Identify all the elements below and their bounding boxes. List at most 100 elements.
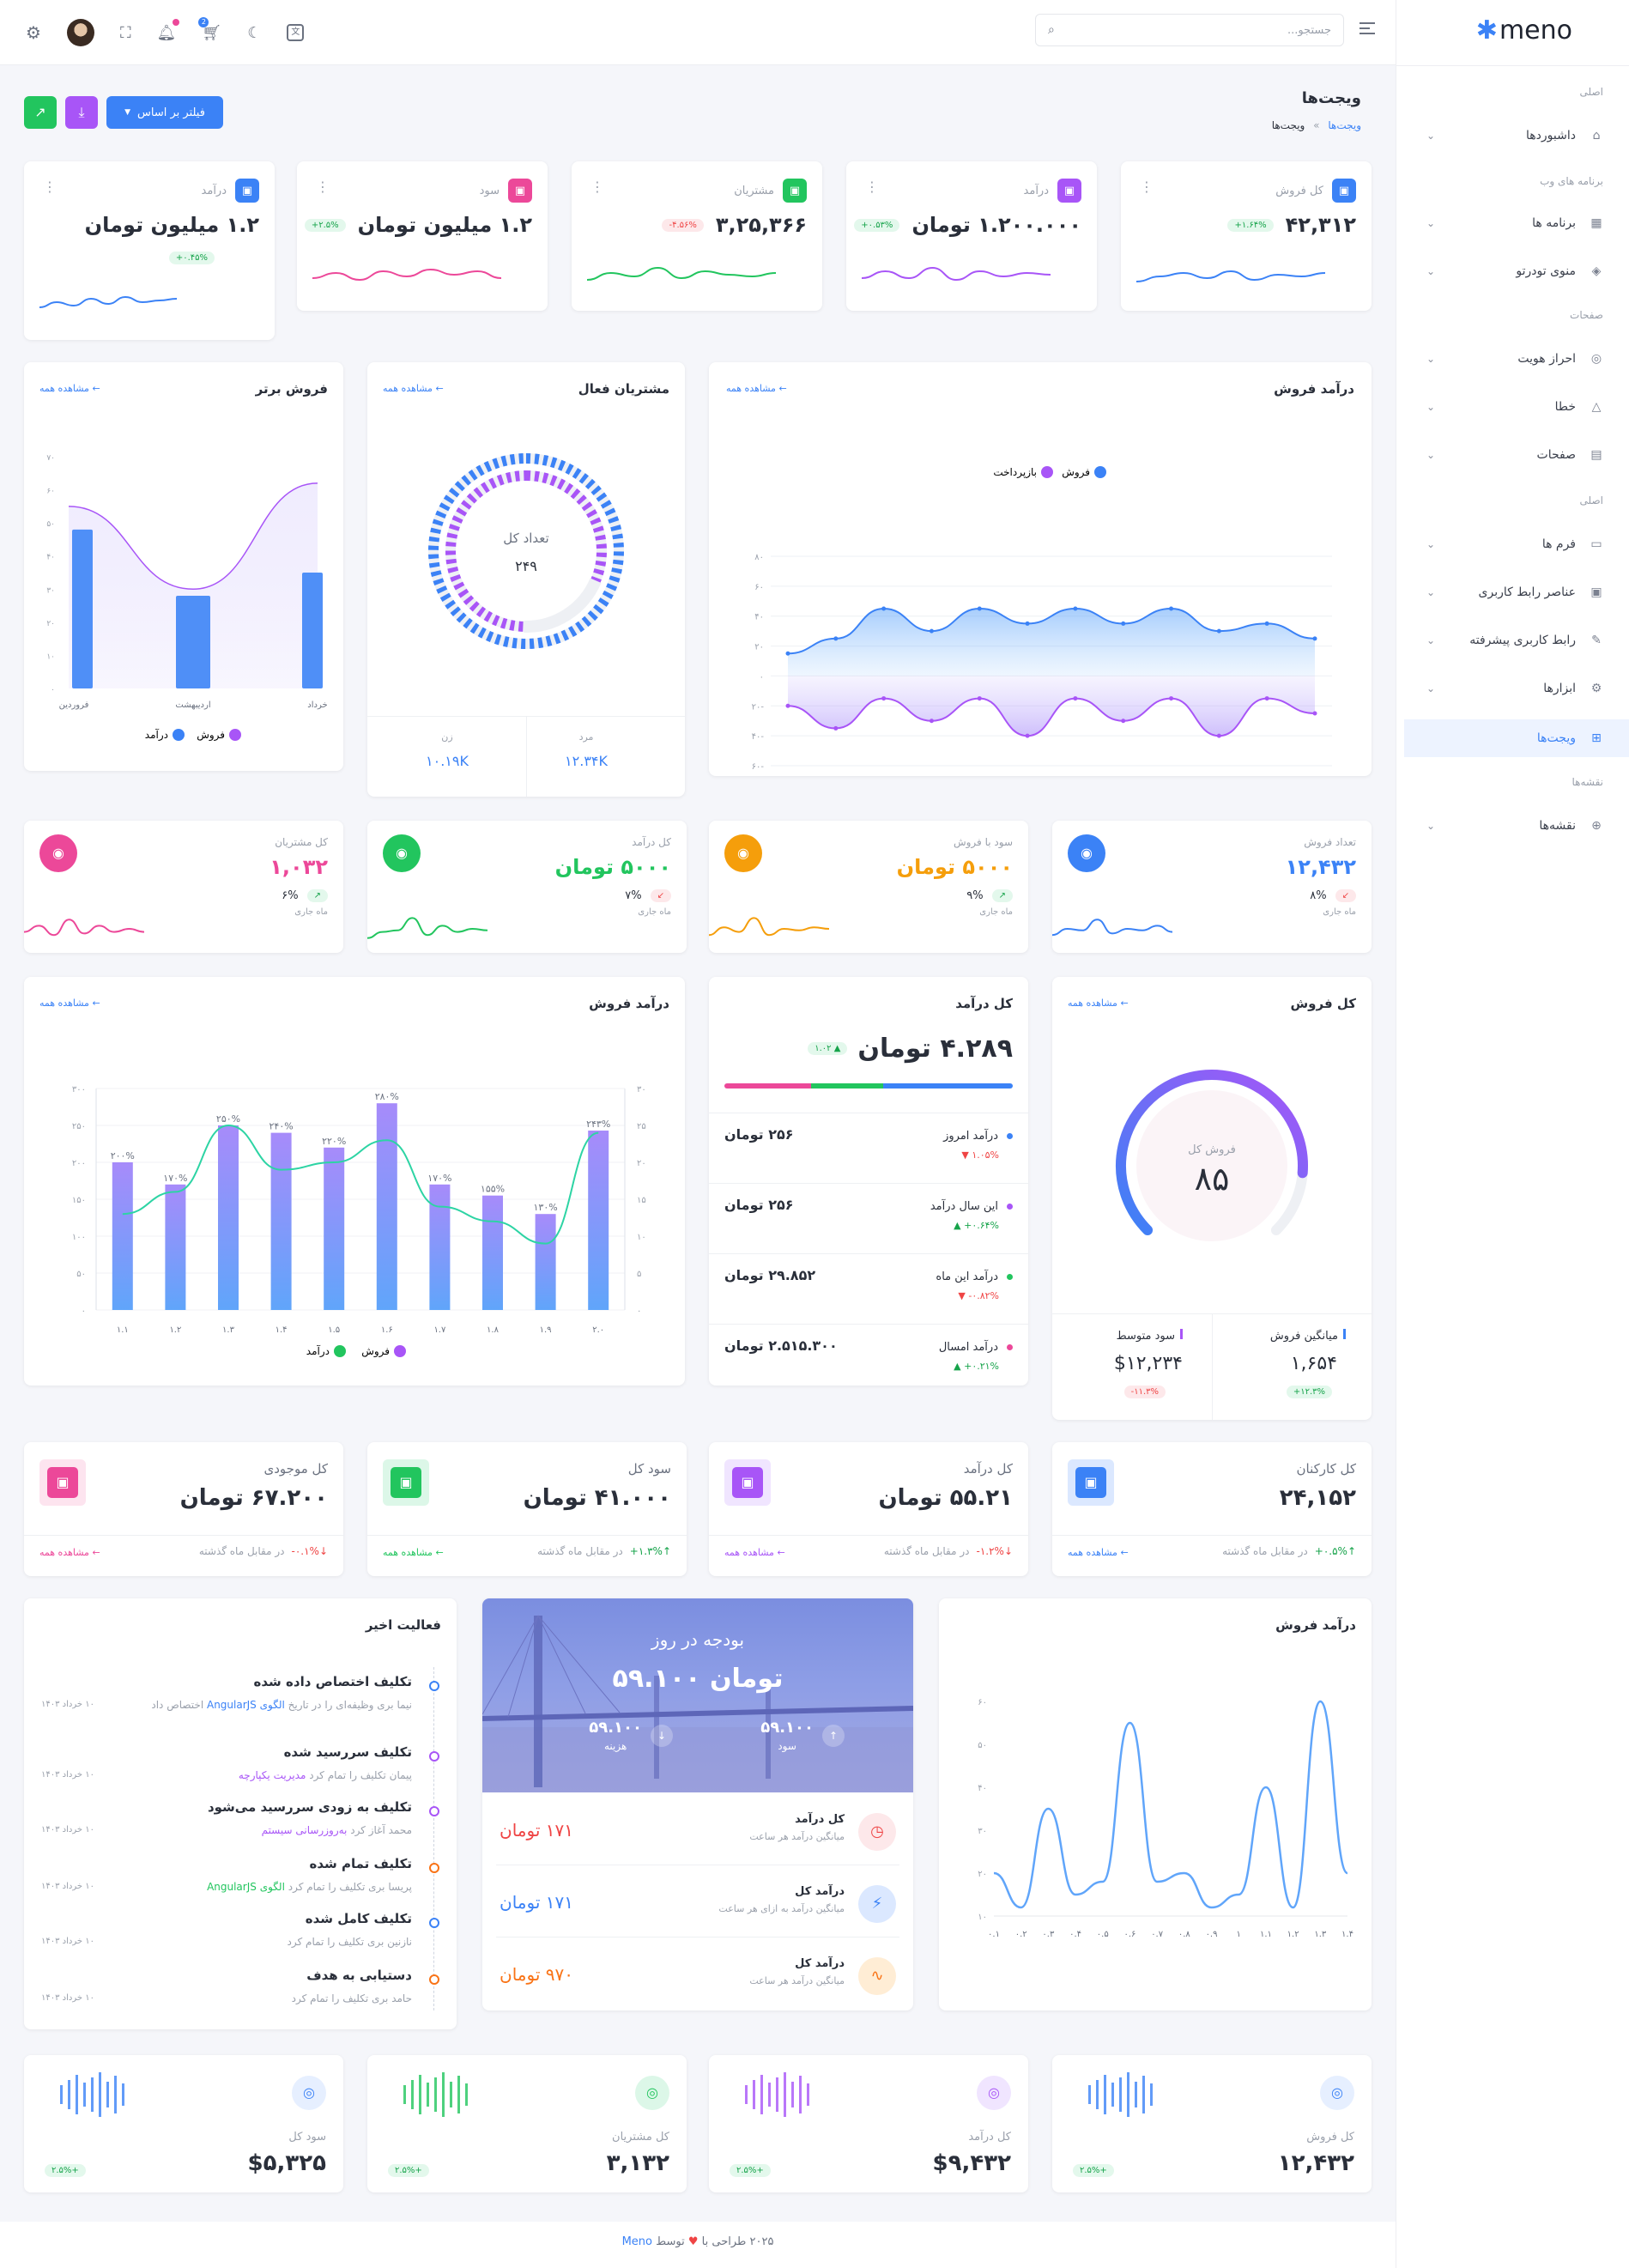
more-options-icon[interactable]: ⋮ bbox=[316, 179, 330, 195]
sidebar-item-icon: △ bbox=[1591, 400, 1602, 414]
budget-row-sub: میانگین درآمد هر ساعت bbox=[749, 1975, 845, 1986]
sidebar-item-2[interactable]: ◈ منوی تودرتو ⌄ bbox=[1404, 252, 1629, 290]
view-all-link[interactable]: مشاهده همه ← bbox=[724, 1547, 785, 1558]
budget-card: بودجه در روز ۵۹.۱۰۰ تومان ↑ ۵۹.۱۰۰ سود ↓ … bbox=[482, 1598, 913, 2010]
budget-row-amount: ۱۷۱ تومان bbox=[500, 1820, 573, 1840]
legend-sales: فروش bbox=[361, 1345, 390, 1358]
trend-icon: ▼ bbox=[958, 1290, 966, 1301]
budget-expense-label: هزینه bbox=[603, 1740, 627, 1752]
sales-income-title: درآمد فروش bbox=[1274, 381, 1354, 397]
sales-income-bar-card: درآمد فروش مشاهده همه ← ۳۰۰ ۳۰ ۲۵۰ ۲۵ ۲۰۰ ۲۰ ۱… bbox=[24, 977, 685, 1386]
search-box[interactable]: جستجو... ⌕ bbox=[1035, 14, 1344, 46]
income-label: درآمد امروز bbox=[943, 1130, 998, 1143]
stat-sub: ماه جاری bbox=[1323, 907, 1356, 917]
data-point bbox=[1073, 696, 1078, 701]
data-point bbox=[1264, 696, 1269, 701]
bar bbox=[72, 529, 93, 688]
menu-toggle-icon[interactable] bbox=[1360, 22, 1375, 34]
top-sales-title: فروش برتر bbox=[255, 381, 328, 397]
brand-logo[interactable]: ✱ meno bbox=[1476, 15, 1572, 45]
data-point bbox=[833, 636, 839, 641]
avatar[interactable] bbox=[66, 19, 94, 46]
trend-icon: ↙ bbox=[1335, 889, 1356, 902]
x-tick: فروردین bbox=[59, 700, 89, 710]
income-amount: ۲.۵۱۵.۳۰۰ تومان bbox=[724, 1337, 838, 1354]
bar bbox=[588, 1131, 609, 1310]
stat-delta: ↑۱.۳%+ bbox=[629, 1545, 671, 1557]
dark-mode-icon[interactable]: ☾ bbox=[247, 23, 262, 42]
stat-percent: ۸% bbox=[1310, 889, 1327, 902]
more-options-icon[interactable]: ⋮ bbox=[43, 179, 57, 195]
view-all-link[interactable]: مشاهده همه ← bbox=[1068, 1547, 1129, 1558]
income-progress-bar bbox=[724, 1083, 1013, 1089]
settings-icon[interactable]: ⚙ bbox=[26, 22, 41, 43]
language-icon[interactable]: 文 bbox=[287, 24, 305, 41]
chevron-down-icon: ⌄ bbox=[1426, 265, 1436, 277]
cart-icon[interactable]: 🛒︎ 2 bbox=[198, 16, 221, 42]
y-tick: ۷۰ bbox=[46, 454, 55, 463]
bar bbox=[302, 573, 323, 688]
x-tick: ۱.۳ bbox=[1314, 1930, 1327, 1939]
x-tick: ۰.۶ bbox=[1124, 1930, 1136, 1939]
sidebar-item-1[interactable]: ▦ برنامه ها ⌄ bbox=[1404, 204, 1629, 242]
view-all-link[interactable]: مشاهده همه ← bbox=[39, 1547, 100, 1558]
sidebar-item-6[interactable]: ▭ فرم ها ⌄ bbox=[1404, 525, 1629, 563]
sidebar-item-4[interactable]: △ خطا ⌄ bbox=[1404, 388, 1629, 426]
sidebar-item-7[interactable]: ▣ عناصر رابط کاربری ⌄ bbox=[1404, 573, 1629, 611]
filter-button[interactable]: فیلتر بر اساس ▼ bbox=[106, 96, 223, 129]
activity-link[interactable]: الگوی AngularJS bbox=[206, 1699, 285, 1711]
sidebar-item-3[interactable]: ◎ احراز هویت ⌄ bbox=[1404, 340, 1629, 378]
footer-brand-link[interactable]: Meno bbox=[621, 2235, 652, 2248]
x-tick: ۱.۱ bbox=[117, 1325, 129, 1335]
stat-label: کل موجودی bbox=[263, 1461, 329, 1477]
footer-by: توسط bbox=[656, 2235, 685, 2248]
y-tick: ۲۰۰ bbox=[72, 1159, 86, 1168]
share-button[interactable]: ↗ bbox=[24, 96, 57, 129]
y-tick: ۳۰ bbox=[978, 1827, 987, 1836]
view-all-link[interactable]: مشاهده همه ← bbox=[726, 383, 787, 394]
sidebar-item-icon: ▣ bbox=[1590, 585, 1602, 599]
income-amount: ۲۵۶ تومان bbox=[724, 1197, 794, 1213]
logo-star-icon: ✱ bbox=[1475, 15, 1498, 45]
sidebar-item-0[interactable]: ⌂ داشبوردها ⌄ bbox=[1404, 117, 1629, 155]
budget-value: ۵۹.۱۰۰ تومان bbox=[612, 1664, 784, 1694]
view-all-link[interactable]: مشاهده همه ← bbox=[1068, 998, 1129, 1009]
view-all-link[interactable]: مشاهده همه ← bbox=[39, 998, 100, 1009]
notification-bell-icon[interactable]: 🔔︎ bbox=[157, 18, 180, 42]
sales-income-card: درآمد فروش مشاهده همه ← فروش بازپرداخت ۸۰ ۶… bbox=[709, 362, 1372, 776]
chevron-down-icon: ⌄ bbox=[1426, 820, 1436, 832]
timeline-dot bbox=[429, 1863, 439, 1873]
data-point bbox=[1169, 606, 1174, 611]
recent-activity-title: فعالیت اخیر bbox=[365, 1617, 441, 1633]
view-all-link[interactable]: مشاهده همه ← bbox=[383, 383, 444, 394]
sidebar-item-icon: ▤ bbox=[1590, 448, 1602, 462]
activity-link[interactable]: مدیریت یکپارچه bbox=[238, 1769, 306, 1781]
sidebar-item-11[interactable]: ⊕ نقشه‌ها ⌄ bbox=[1404, 807, 1629, 845]
chevron-down-icon: ⌄ bbox=[1426, 586, 1436, 598]
stat-icon: ▣ bbox=[39, 1459, 86, 1506]
view-all-link[interactable]: مشاهده همه ← bbox=[39, 383, 100, 394]
activity-link[interactable]: به‌روزرسانی سیستم bbox=[261, 1824, 348, 1836]
sidebar-item-10[interactable]: ⊞ ویجت‌ها bbox=[1404, 719, 1629, 757]
series-revenue-line bbox=[122, 1124, 599, 1245]
search-input[interactable]: جستجو... bbox=[1287, 23, 1331, 37]
more-options-icon[interactable]: ⋮ bbox=[865, 179, 879, 195]
breadcrumb-current: ویجت‌ها bbox=[1271, 119, 1305, 131]
view-all-link[interactable]: مشاهده همه ← bbox=[383, 1547, 444, 1558]
sidebar-item-5[interactable]: ▤ صفحات ⌄ bbox=[1404, 436, 1629, 474]
stat-value: ۵۰۰۰ تومان bbox=[554, 855, 671, 879]
sidebar-item-9[interactable]: ⚙ ابزارها ⌄ bbox=[1404, 670, 1629, 707]
stat-icon: ▣ bbox=[1068, 1459, 1114, 1506]
sparkline bbox=[24, 919, 144, 937]
download-button[interactable]: ⤓ bbox=[65, 96, 98, 129]
sidebar: ✱ meno اصلی ⌂ داشبوردها ⌄ برنامه های وب ▦ برنام… bbox=[1396, 0, 1629, 2268]
fullscreen-icon[interactable]: ⛶ bbox=[119, 23, 131, 42]
sidebar-item-8[interactable]: ✎ رابط کاربری پیشرفته ⌄ bbox=[1404, 622, 1629, 659]
more-options-icon[interactable]: ⋮ bbox=[590, 179, 604, 195]
breadcrumb-home[interactable]: ویجت‌ها bbox=[1328, 119, 1361, 131]
stat-card: ◉ سود با فروش ۵۰۰۰ تومان ↗ ۹% ماه جاری bbox=[709, 821, 1028, 953]
avg-profit-badge: ۱۱.۳%- bbox=[1123, 1386, 1166, 1398]
more-options-icon[interactable]: ⋮ bbox=[1140, 179, 1154, 195]
stat-icon: ◉ bbox=[39, 834, 77, 872]
activity-link[interactable]: الگوی AngularJS bbox=[207, 1881, 285, 1893]
